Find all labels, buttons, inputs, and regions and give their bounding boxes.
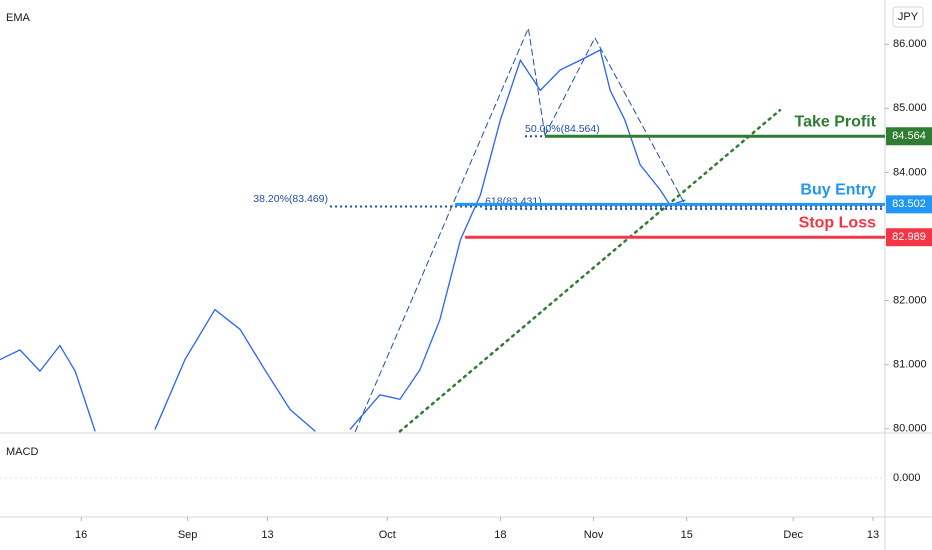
y-tick-label: 82.000 (893, 295, 927, 307)
currency: JPY (898, 11, 919, 23)
y-tick-label: 86.000 (893, 38, 927, 50)
price-tag-label: 84.564 (892, 130, 926, 142)
price-tag (886, 127, 932, 146)
price-tag (886, 228, 932, 247)
fib-label: 618(83.431) (485, 196, 542, 208)
fib-label: 50.00%(84.564) (525, 123, 600, 135)
y-tick-label: 81.000 (893, 359, 927, 371)
fib-label: 38.20%(83.469) (253, 193, 328, 205)
level-name: Stop Loss (799, 214, 876, 231)
x-tick-label: 18 (494, 529, 506, 541)
y-tick-label: 85.000 (893, 102, 927, 114)
x-tick-label: Oct (379, 529, 396, 541)
level-name: Take Profit (795, 113, 877, 130)
macd-tick-label: 0.000 (893, 472, 921, 484)
x-tick-label: Dec (783, 529, 803, 541)
x-tick-label: 13 (261, 529, 273, 541)
y-tick-label: 80.000 (893, 423, 927, 435)
price-tag-label: 82.989 (892, 231, 926, 243)
level-name: Buy Entry (800, 182, 876, 199)
trend-line (354, 26, 546, 432)
ema-line (0, 344, 96, 432)
indicator-label: EMA (6, 12, 31, 24)
price-tag (886, 195, 932, 214)
currency-box[interactable] (892, 6, 924, 28)
y-tick-label: 84.000 (893, 166, 927, 178)
trend-line (544, 36, 686, 206)
x-tick-label: 16 (75, 529, 87, 541)
price-tag-label: 83.502 (892, 198, 926, 210)
x-tick-label: Sep (178, 529, 198, 541)
x-tick-label: 15 (681, 529, 693, 541)
ema-line (349, 49, 686, 430)
macd-label: MACD (6, 446, 38, 458)
x-tick-label: 13 (867, 529, 879, 541)
x-tick-label: Nov (584, 529, 604, 541)
trend-line (398, 108, 782, 433)
ema-line (154, 308, 316, 432)
